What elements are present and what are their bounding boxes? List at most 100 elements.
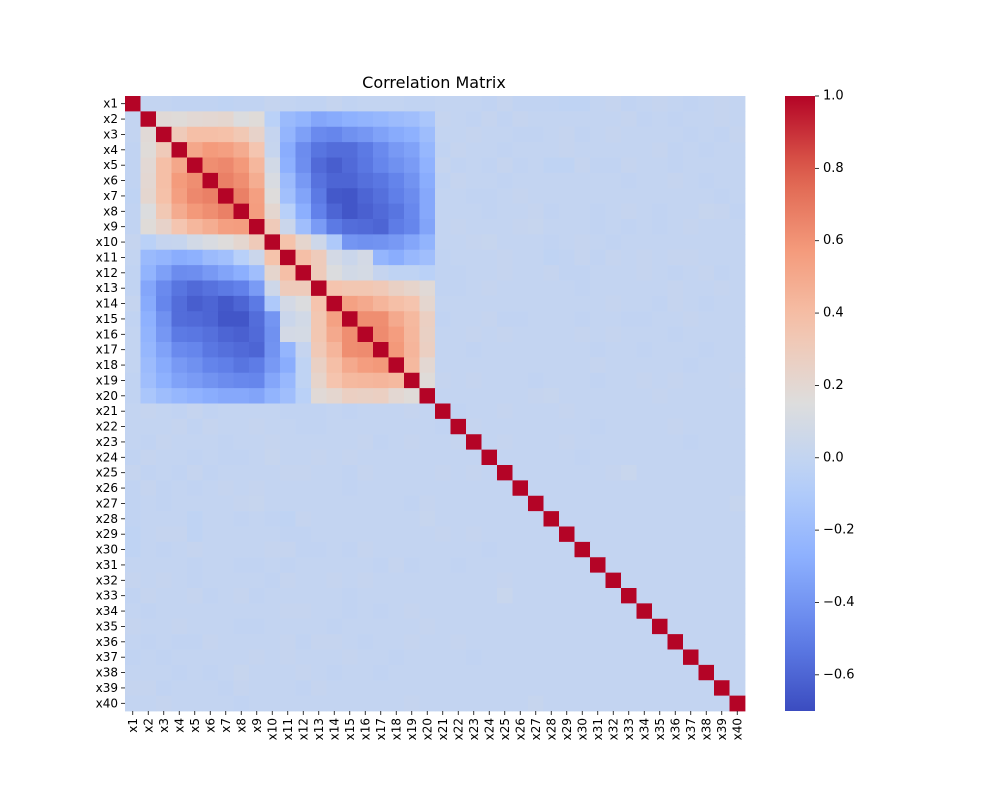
heatmap-cell-x21-x27 <box>528 403 544 420</box>
heatmap-cell-x10-x38 <box>698 234 715 251</box>
heatmap-cell-x19-x16 <box>357 372 374 389</box>
heatmap-cell-x21-x4 <box>171 403 188 420</box>
heatmap-cell-x9-x15 <box>342 219 358 235</box>
heatmap-cell-x6-x21 <box>435 172 451 189</box>
x-tick-label-x12: x12 <box>296 718 310 740</box>
heatmap-cell-x5-x40 <box>729 157 746 174</box>
heatmap-cell-x20-x14 <box>326 388 343 404</box>
heatmap-cell-x5-x6 <box>202 157 219 174</box>
heatmap-cell-x6-x37 <box>683 172 699 189</box>
heatmap-cell-x21-x7 <box>218 403 234 420</box>
heatmap-cell-x17-x30 <box>574 342 591 358</box>
heatmap-cell-x20-x9 <box>249 388 265 404</box>
heatmap-cell-x33-x14 <box>326 588 343 604</box>
heatmap-cell-x13-x33 <box>621 280 637 297</box>
colorbar-tick-label: 0.8 <box>823 161 844 176</box>
heatmap-cell-x8-x31 <box>590 203 606 220</box>
y-tick-label-x10: x10 <box>96 235 118 249</box>
heatmap-cell-x6-x11 <box>280 172 296 189</box>
heatmap-cell-x8-x21 <box>435 203 451 220</box>
heatmap-cell-x1-x29 <box>559 96 575 112</box>
heatmap-cell-x21-x16 <box>357 403 374 420</box>
heatmap-cell-x34-x16 <box>357 603 374 620</box>
heatmap-cell-x31-x25 <box>497 557 513 574</box>
heatmap-cell-x8-x32 <box>605 203 622 220</box>
heatmap-cell-x4-x21 <box>435 142 451 158</box>
heatmap-cell-x7-x3 <box>156 188 172 205</box>
heatmap-cell-x34-x11 <box>280 603 296 620</box>
heatmap-cell-x28-x3 <box>156 511 172 527</box>
heatmap-cell-x4-x1 <box>125 142 141 158</box>
heatmap-cell-x25-x13 <box>311 465 327 481</box>
heatmap-cell-x28-x8 <box>233 511 250 527</box>
heatmap-cell-x22-x10 <box>264 418 281 435</box>
heatmap-cell-x31-x24 <box>481 557 498 574</box>
heatmap-cell-x1-x8 <box>233 96 250 112</box>
heatmap-cell-x31-x5 <box>187 557 203 574</box>
heatmap-cell-x9-x9 <box>249 219 265 235</box>
heatmap-cell-x39-x36 <box>667 680 684 697</box>
heatmap-cell-x9-x26 <box>512 219 529 235</box>
heatmap-cell-x36-x20 <box>419 634 436 650</box>
heatmap-cell-x23-x31 <box>590 434 606 451</box>
heatmap-cell-x2-x32 <box>605 111 622 128</box>
heatmap-cell-x13-x31 <box>590 280 606 297</box>
heatmap-cell-x3-x33 <box>621 126 637 143</box>
heatmap-cell-x32-x4 <box>171 572 188 589</box>
heatmap-cell-x9-x16 <box>357 219 374 235</box>
heatmap-cell-x23-x12 <box>295 434 312 451</box>
heatmap-cell-x11-x23 <box>466 249 482 266</box>
heatmap-cell-x3-x3 <box>156 126 172 143</box>
heatmap-cell-x2-x20 <box>419 111 436 128</box>
heatmap-cell-x24-x23 <box>466 449 482 466</box>
heatmap-cell-x39-x22 <box>450 680 467 697</box>
heatmap-cell-x30-x38 <box>698 541 715 558</box>
heatmap-cell-x4-x3 <box>156 142 172 158</box>
heatmap-cell-x26-x21 <box>435 480 451 497</box>
heatmap-cell-x2-x3 <box>156 111 172 128</box>
heatmap-cell-x31-x16 <box>357 557 374 574</box>
heatmap-cell-x4-x9 <box>249 142 265 158</box>
heatmap-cell-x16-x34 <box>636 326 653 343</box>
heatmap-cell-x19-x24 <box>481 372 498 389</box>
heatmap-cell-x39-x33 <box>621 680 637 697</box>
y-tick-label-x7: x7 <box>103 189 118 203</box>
heatmap-cell-x10-x20 <box>419 234 436 251</box>
heatmap-cell-x38-x33 <box>621 664 637 681</box>
heatmap-cell-x39-x5 <box>187 680 203 697</box>
heatmap-cell-x23-x19 <box>404 434 420 451</box>
heatmap-cell-x23-x36 <box>667 434 684 451</box>
heatmap-cell-x4-x40 <box>729 142 746 158</box>
heatmap-cell-x40-x6 <box>202 695 219 712</box>
heatmap-cell-x12-x28 <box>543 265 560 281</box>
heatmap-cell-x32-x28 <box>543 572 560 589</box>
heatmap-cell-x28-x11 <box>280 511 296 527</box>
heatmap-cell-x34-x29 <box>559 603 575 620</box>
heatmap-cell-x27-x15 <box>342 495 358 512</box>
heatmap-cell-x33-x27 <box>528 588 544 604</box>
heatmap-cell-x18-x35 <box>652 357 668 374</box>
y-tick-label-x3: x3 <box>103 127 118 141</box>
y-tick-label-x22: x22 <box>96 420 118 434</box>
heatmap-cell-x14-x20 <box>419 295 436 312</box>
heatmap-cell-x37-x26 <box>512 649 529 666</box>
heatmap-cell-x22-x18 <box>388 418 405 435</box>
heatmap-cell-x22-x8 <box>233 418 250 435</box>
heatmap-cell-x6-x23 <box>466 172 482 189</box>
x-tick-label-x40: x40 <box>730 718 744 740</box>
heatmap-cell-x10-x6 <box>202 234 219 251</box>
heatmap-cell-x8-x8 <box>233 203 250 220</box>
heatmap-cell-x39-x7 <box>218 680 234 697</box>
heatmap-cell-x36-x4 <box>171 634 188 650</box>
heatmap-cell-x5-x32 <box>605 157 622 174</box>
heatmap-cell-x19-x6 <box>202 372 219 389</box>
heatmap-cell-x38-x16 <box>357 664 374 681</box>
heatmap-cell-x39-x25 <box>497 680 513 697</box>
heatmap-cell-x36-x27 <box>528 634 544 650</box>
heatmap-cell-x17-x12 <box>295 342 312 358</box>
heatmap-cell-x11-x33 <box>621 249 637 266</box>
heatmap-cell-x36-x16 <box>357 634 374 650</box>
heatmap-cell-x39-x1 <box>125 680 141 697</box>
heatmap-cell-x15-x17 <box>373 311 389 328</box>
heatmap-cell-x10-x2 <box>140 234 157 251</box>
